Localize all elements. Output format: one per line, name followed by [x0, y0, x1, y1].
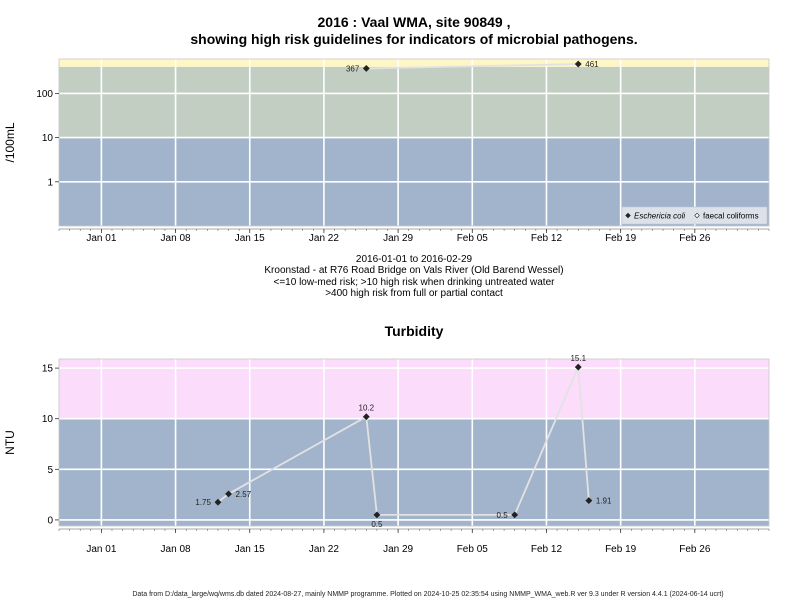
turbidity-point-label-5: 15.1: [570, 354, 586, 363]
turbidity-y-tick-label-1: 5: [47, 465, 53, 476]
turbidity-point-label-1: 2.57: [236, 490, 252, 499]
ecoli-point-1: [574, 60, 582, 68]
ecoli-plot-frame: [58, 58, 770, 227]
ecoli-point-label-0: 367: [346, 64, 360, 73]
turbidity-band-0: [59, 418, 769, 526]
turbidity-x-tick-label-0: Jan 01: [86, 544, 116, 555]
turbidity-plot-frame: [58, 358, 770, 527]
ecoli-legend-label-0: Eschericia coli: [634, 212, 685, 221]
ecoli-band-1: [59, 66, 769, 138]
turbidity-point-label-6: 1.91: [596, 497, 612, 506]
chart1-title-line1: 2016 : Vaal WMA, site 90849 ,: [318, 14, 511, 30]
turbidity-chart: Jan 01 Jan 08 Jan 15 Jan 22 Jan 29 Feb 05 Feb …: [3, 354, 770, 555]
turbidity-x-tick-label-8: Feb 26: [679, 544, 711, 555]
ecoli-x-tick-label-5: Feb 05: [457, 233, 489, 244]
turbidity-point-4: [511, 511, 519, 519]
turbidity-point-3: [373, 511, 381, 519]
ecoli-legend-marker-0: [625, 212, 631, 219]
turbidity-y-tick-label-0: 0: [47, 515, 53, 526]
ecoli-x-tick-label-2: Jan 15: [235, 233, 265, 244]
turbidity-y-axis-label: NTU: [3, 430, 17, 455]
turbidity-x-tick-label-1: Jan 08: [161, 544, 191, 555]
turbidity-point-2: [362, 413, 370, 421]
caption-drinking-risk: <=10 low-med risk; >10 high risk when dr…: [274, 277, 556, 288]
chart1-title-line2: showing high risk guidelines for indicat…: [190, 31, 637, 47]
ecoli-chart: Jan 01 Jan 08 Jan 15 Jan 22 Jan 29 Feb 05 Feb …: [3, 58, 770, 244]
turbidity-x-tick-label-5: Feb 05: [457, 544, 489, 555]
ecoli-y-tick-label-0: 1: [47, 177, 53, 188]
ecoli-x-tick-label-7: Feb 19: [605, 233, 637, 244]
footer-note: Data from D:/data_large/wq/wms.db dated …: [132, 591, 723, 598]
turbidity-band-1: [59, 359, 769, 419]
chart2-title: Turbidity: [385, 323, 444, 339]
turbidity-point-6: [585, 497, 593, 505]
ecoli-y-tick-label-1: 10: [42, 133, 54, 144]
turbidity-point-5: [574, 363, 582, 371]
turbidity-x-tick-label-6: Feb 12: [531, 544, 563, 555]
turbidity-point-label-0: 1.75: [195, 498, 211, 507]
turbidity-point-1: [225, 490, 232, 498]
ecoli-x-tick-label-0: Jan 01: [86, 233, 116, 244]
turbidity-x-tick-label-4: Jan 29: [383, 544, 413, 555]
caption-site: Kroonstad - at R76 Road Bridge on Vals R…: [264, 265, 563, 276]
turbidity-point-0: [214, 498, 222, 506]
turbidity-x-tick-label-3: Jan 22: [309, 544, 339, 555]
turbidity-point-label-2: 10.2: [359, 404, 375, 413]
ecoli-point-label-1: 461: [585, 60, 599, 69]
ecoli-legend-marker-1: [694, 212, 700, 219]
ecoli-x-tick-label-6: Feb 12: [531, 233, 563, 244]
ecoli-legend-label-1: faecal coliforms: [703, 212, 759, 221]
ecoli-x-tick-label-4: Jan 29: [383, 233, 413, 244]
ecoli-series-line-0: [366, 63, 579, 70]
turbidity-x-tick-label-7: Feb 19: [605, 544, 637, 555]
turbidity-y-tick-label-3: 15: [42, 364, 54, 375]
ecoli-x-tick-label-8: Feb 26: [679, 233, 711, 244]
ecoli-point-0: [362, 65, 370, 72]
turbidity-point-label-3: 0.5: [371, 520, 383, 529]
turbidity-point-label-4: 0.5: [497, 511, 509, 520]
ecoli-y-tick-label-2: 100: [36, 89, 53, 100]
turbidity-x-tick-label-2: Jan 15: [235, 544, 265, 555]
turbidity-y-tick-label-2: 10: [42, 414, 54, 425]
ecoli-band-2: [59, 59, 769, 67]
ecoli-x-tick-label-1: Jan 08: [161, 233, 191, 244]
caption-contact-risk: >400 high risk from full or partial cont…: [325, 288, 503, 299]
caption-date-range: 2016-01-01 to 2016-02-29: [356, 254, 473, 265]
ecoli-y-axis-label: /100mL: [3, 122, 17, 162]
ecoli-x-tick-label-3: Jan 22: [309, 233, 339, 244]
